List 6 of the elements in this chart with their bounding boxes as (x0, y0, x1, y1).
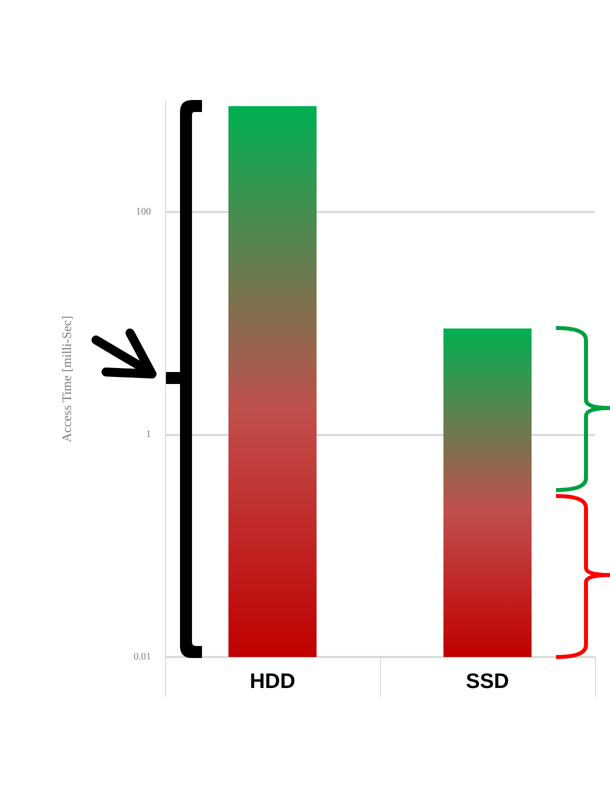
y-tick-label: 0.01 (134, 652, 151, 662)
x-tick-label: HDD (250, 670, 296, 693)
y-tick-label: 100 (136, 206, 151, 218)
y-axis-title: Access Time [milli-Sec] (59, 316, 74, 442)
x-tick-label: SSD (466, 670, 510, 693)
y-tick-label: 1 (146, 429, 151, 440)
